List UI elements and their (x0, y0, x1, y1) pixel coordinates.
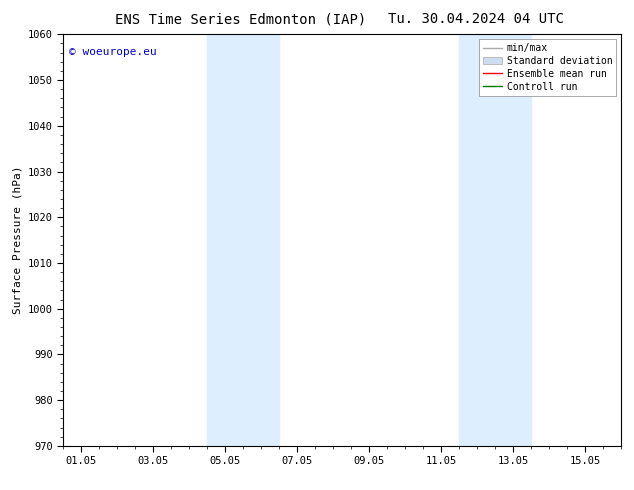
Text: © woeurope.eu: © woeurope.eu (69, 47, 157, 57)
Y-axis label: Surface Pressure (hPa): Surface Pressure (hPa) (13, 166, 22, 315)
Text: ENS Time Series Edmonton (IAP): ENS Time Series Edmonton (IAP) (115, 12, 366, 26)
Legend: min/max, Standard deviation, Ensemble mean run, Controll run: min/max, Standard deviation, Ensemble me… (479, 39, 616, 96)
Bar (460, 34, 531, 446)
Text: Tu. 30.04.2024 04 UTC: Tu. 30.04.2024 04 UTC (387, 12, 564, 26)
Bar (207, 34, 280, 446)
